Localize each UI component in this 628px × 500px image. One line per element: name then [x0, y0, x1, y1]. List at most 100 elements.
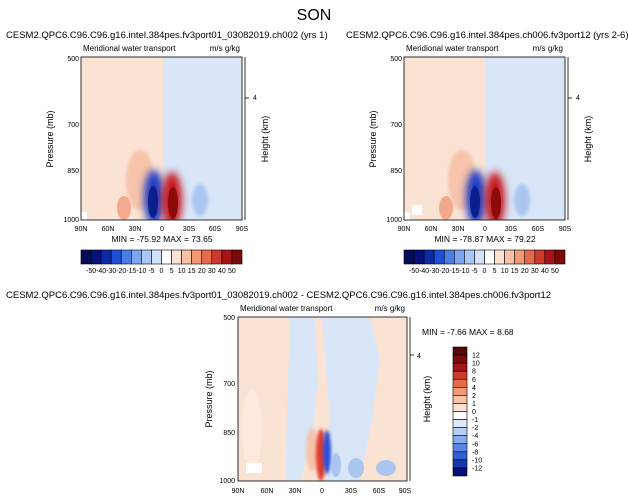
colorbar-label: 5 — [493, 268, 497, 275]
x-tick-label: 0 — [483, 226, 487, 233]
plot-frame — [80, 56, 243, 221]
y-tick-label: 850 — [390, 168, 402, 175]
colorbar-label: -4 — [472, 433, 478, 440]
colorbar-swatch — [452, 427, 468, 436]
colorbar-swatch — [161, 249, 172, 265]
colorbar-label: -15 — [449, 268, 459, 275]
colorbar-label: -20 — [439, 268, 449, 275]
x-tick-label: 90N — [232, 488, 245, 495]
colorbar-label: 20 — [521, 268, 529, 275]
colorbar-label: 15 — [511, 268, 519, 275]
colorbar-swatch — [141, 249, 152, 265]
panel-top-left: CESM2.QPC6.C96.C96.g16.intel.384pes.fv3p… — [6, 30, 328, 244]
colorbar-swatch — [554, 249, 566, 265]
contour-feature — [378, 340, 402, 460]
colorbar-swatch — [452, 419, 468, 428]
colorbar-label: -1 — [472, 417, 478, 424]
colorbar-swatch — [514, 249, 526, 265]
colorbar-swatch — [464, 249, 475, 265]
colorbar-swatch — [131, 249, 142, 265]
colorbar-label: 40 — [541, 268, 549, 275]
colorbar-label: -20 — [116, 268, 126, 275]
plot-area — [404, 57, 565, 220]
colorbar-swatch — [120, 249, 132, 265]
colorbar-label: 0 — [160, 268, 164, 275]
colorbar-swatch — [423, 249, 435, 265]
x-tick-label: 90S — [399, 488, 412, 495]
colorbar-swatch — [452, 435, 468, 445]
missing-data-patch — [81, 212, 87, 220]
colorbar-label: -10 — [459, 268, 469, 275]
colorbar-label: -30 — [429, 268, 439, 275]
x-tick-label: 90N — [75, 226, 88, 233]
panel-units-label: m/s g/kg — [375, 304, 405, 313]
colorbar-swatch — [443, 249, 455, 265]
contour-feature — [322, 317, 380, 481]
contour-feature — [148, 186, 158, 218]
colorbar-swatch — [474, 249, 485, 265]
y-tick-label: 1000 — [63, 217, 79, 224]
colorbar-label: -15 — [126, 268, 136, 275]
y2-tick-label: 4 — [576, 95, 580, 102]
colorbar-swatch — [452, 387, 468, 396]
colorbar-swatch — [452, 443, 468, 453]
y2-axis: 4 Height (km) — [244, 57, 270, 220]
x-tick-label: 30N — [289, 488, 302, 495]
y-tick-label: 850 — [67, 168, 79, 175]
colorbar-swatch — [433, 249, 445, 265]
panel-variable-label: Meridional water transport — [406, 44, 499, 53]
colorbar-swatch — [231, 249, 243, 265]
colorbar-swatch — [100, 249, 112, 265]
contour-feature — [168, 187, 178, 219]
y-tick-label: 1000 — [219, 478, 235, 485]
y2-axis: 4 Height (km) — [567, 57, 593, 220]
x-tick-label: 90S — [559, 226, 572, 233]
colorbar-swatch — [110, 249, 122, 265]
colorbar-label: -6 — [472, 441, 478, 448]
contour-feature — [491, 187, 501, 219]
y2-tick-label: 4 — [253, 95, 257, 102]
colorbar-label: 15 — [188, 268, 196, 275]
colorbar-label: 30 — [208, 268, 216, 275]
y-tick-label: 1000 — [386, 217, 402, 224]
colorbar-label: 2 — [472, 393, 476, 400]
x-axis: 90N 60N 30N 0 30S 60S 90S — [232, 488, 412, 495]
x-tick-label: 30S — [345, 488, 358, 495]
colorbar-label: -50 — [409, 268, 419, 275]
colorbar-swatch — [452, 411, 468, 420]
colorbar-horizontal: -50 -40 -30 -20 -15 -10 -5 0 5 10 15 20 30 40 50 — [403, 249, 566, 275]
x-tick-label: 90N — [398, 226, 411, 233]
colorbar-swatch — [221, 249, 233, 265]
colorbar-swatch — [452, 403, 468, 412]
colorbar-label: -2 — [472, 425, 478, 432]
colorbar-swatch — [181, 249, 192, 265]
y-axis: 500 700 850 1000 Pressure (mb) — [204, 315, 235, 485]
y-tick-label: 500 — [390, 56, 402, 63]
colorbar-swatch — [452, 467, 468, 477]
x-tick-label: 30N — [452, 226, 465, 233]
colorbar-swatch — [452, 459, 468, 469]
colorbar-swatch — [211, 249, 223, 265]
plot-area — [238, 317, 407, 481]
colorbar-swatch — [452, 370, 468, 380]
colorbar-label: 10 — [472, 361, 480, 368]
y-axis-label: Pressure (mb) — [45, 110, 55, 167]
colorbar-swatch — [80, 249, 92, 265]
contour-feature — [242, 390, 262, 470]
colorbar-label: 10 — [178, 268, 186, 275]
y-tick-label: 700 — [223, 381, 235, 388]
colorbar-swatch — [452, 362, 468, 372]
colorbar-label: 4 — [472, 385, 476, 392]
colorbar-swatch — [452, 346, 468, 356]
colorbar-label: 50 — [228, 268, 236, 275]
missing-data-patch — [246, 463, 262, 473]
missing-data-patch — [404, 212, 410, 220]
colorbar-label: 0 — [483, 268, 487, 275]
colorbar-swatch — [504, 249, 515, 265]
contour-feature — [439, 196, 453, 220]
colorbar-label: -30 — [106, 268, 116, 275]
contour-feature — [470, 186, 480, 218]
plot-frame — [403, 56, 566, 221]
